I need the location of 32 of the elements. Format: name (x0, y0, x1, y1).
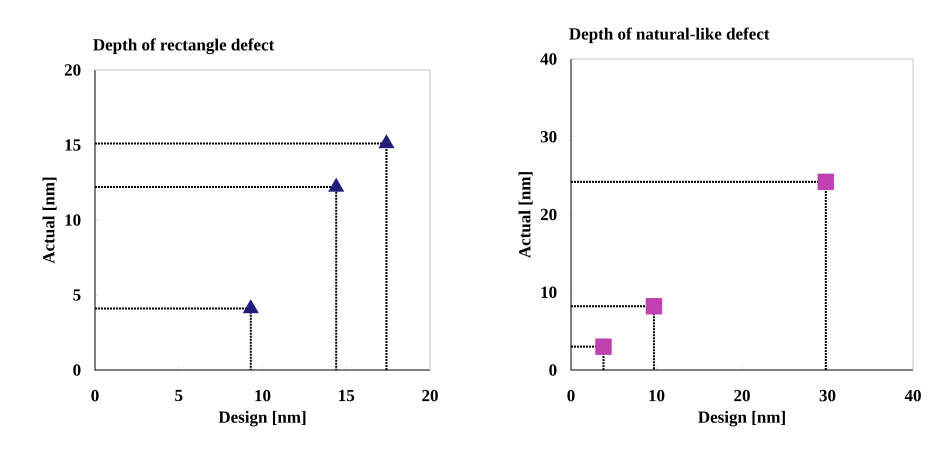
x-tick-label: 5 (175, 390, 182, 402)
y-tick-label: 5 (73, 289, 81, 301)
point (378, 134, 394, 148)
x-tick-label: 10 (649, 390, 664, 402)
x-axis-title: Design [nm] (218, 410, 306, 426)
x-tick-label: 0 (567, 390, 575, 402)
y-tick-label: 40 (540, 53, 556, 65)
x-axis-title: Design [nm] (698, 410, 785, 426)
y-tick-label: 15 (66, 139, 81, 151)
x-tick-label: 30 (820, 390, 836, 402)
y-tick-label: 20 (540, 208, 556, 220)
y-tick-label: 0 (73, 364, 80, 376)
x-tick-label: 10 (255, 390, 270, 402)
y-tick-label: 10 (66, 214, 80, 226)
x-tick-label: 40 (904, 390, 921, 402)
chart-title: Depth of natural-like defect (569, 28, 770, 44)
chart-title: Depth of rectangle defect (93, 38, 274, 54)
y-tick-label: 20 (64, 64, 80, 76)
x-tick-label: 15 (339, 390, 354, 402)
x-tick-label: 20 (422, 390, 438, 402)
y-tick-label: 0 (549, 364, 556, 376)
point (328, 178, 344, 192)
y-tick-label: 10 (542, 286, 556, 298)
x-tick-label: 20 (734, 390, 750, 402)
x-tick-label: 0 (91, 390, 99, 402)
point (818, 174, 834, 190)
y-axis-title: Actual [nm] (42, 178, 57, 264)
y-axis-title: Actual [nm] (518, 172, 533, 258)
point (646, 298, 662, 314)
point (242, 299, 259, 314)
y-tick-label: 30 (540, 131, 556, 142)
point (595, 338, 612, 355)
